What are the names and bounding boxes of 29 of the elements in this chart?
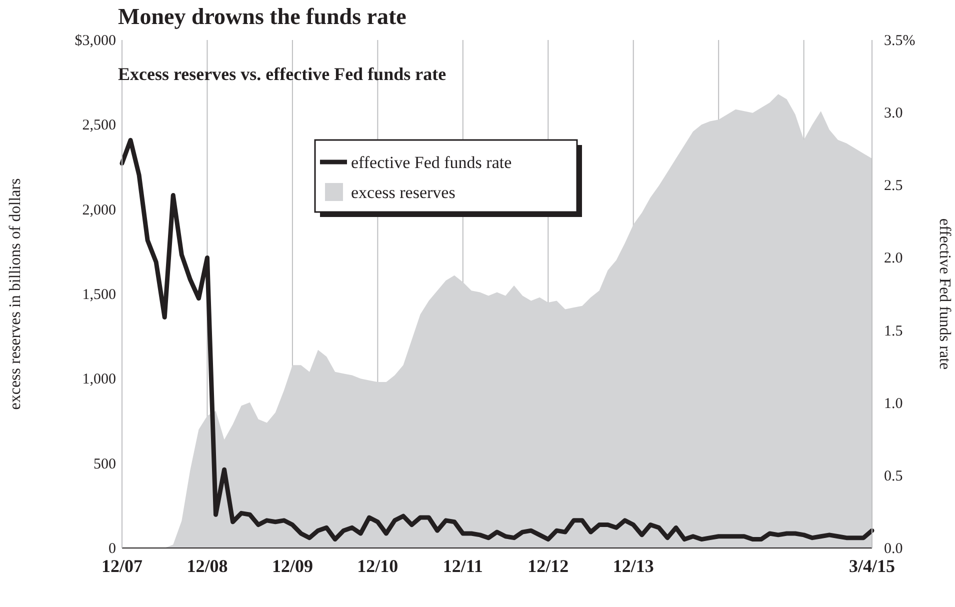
y-tick-label: 1,000 xyxy=(82,372,116,388)
y2-tick-label: 2.0 xyxy=(884,250,903,267)
x-tick-label: 3/4/15 xyxy=(848,556,896,576)
x-tick-label: 12/09 xyxy=(272,556,313,576)
y2-axis-title: effective Fed funds rate xyxy=(936,218,953,370)
chart-title: Money drowns the funds rate xyxy=(118,4,406,29)
y2-tick-label: 0.0 xyxy=(884,541,903,557)
y-tick-label: 1,500 xyxy=(82,287,116,303)
x-tick-label: 12/13 xyxy=(612,556,654,576)
x-tick-label: 12/12 xyxy=(528,556,569,576)
y-tick-label: 2,000 xyxy=(82,202,116,218)
legend-label: effective Fed funds rate xyxy=(351,153,512,172)
x-tick-label: 12/11 xyxy=(442,556,483,576)
y-tick-label: 0 xyxy=(108,541,116,557)
y-tick-label: 2,500 xyxy=(82,118,116,134)
y2-tick-label: 3.0 xyxy=(884,106,903,122)
y2-tick-label: 3.5% xyxy=(884,33,916,49)
text: Excess reserves vs. effective Fed funds rate xyxy=(118,64,446,84)
x-tick-label: 12/07 xyxy=(101,556,143,576)
y-tick-label: 500 xyxy=(94,456,116,472)
y2-tick-label: 1.0 xyxy=(884,396,903,412)
y-tick-label: $3,000 xyxy=(74,33,116,49)
x-tick-label: 12/10 xyxy=(357,556,398,576)
x-tick-label: 12/08 xyxy=(186,556,228,576)
y2-tick-label: 1.5 xyxy=(884,323,903,340)
legend-label: excess reserves xyxy=(351,183,456,202)
y2-tick-label: 0.5 xyxy=(884,468,903,484)
y2-tick-label: 2.5 xyxy=(884,178,903,194)
y-axis-title: excess reserves in billions of dollars xyxy=(7,178,24,410)
